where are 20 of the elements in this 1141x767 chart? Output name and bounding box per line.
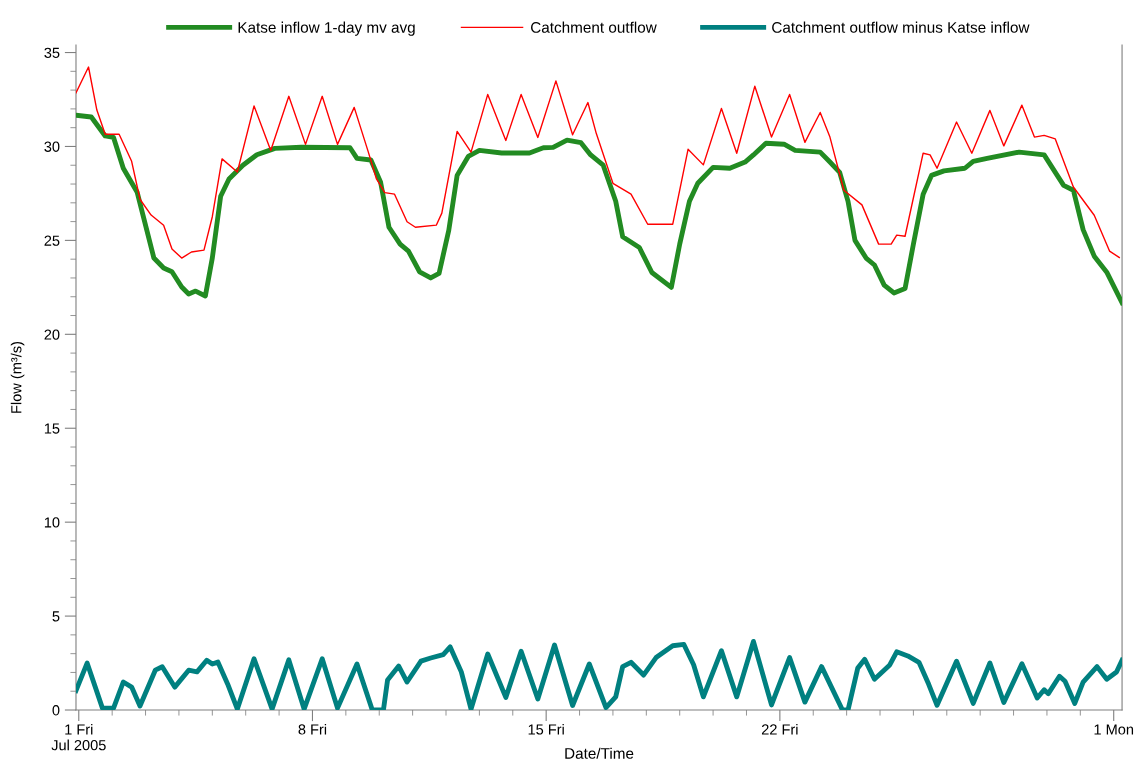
y-tick-label: 10: [44, 517, 60, 528]
x-axis-title: Date/Time: [565, 747, 634, 759]
legend-label: Katse inflow 1-day mv avg: [238, 21, 415, 36]
y-tick-label: 5: [52, 611, 60, 622]
x-tick-label: 15 Fri: [528, 723, 564, 735]
x-tick-label: 1 Mon: [1094, 724, 1134, 735]
y-tick-label: 15: [44, 423, 60, 434]
legend-label: Catchment outflow: [531, 21, 657, 33]
x-tick-label: 22 Fri: [761, 723, 798, 735]
x-tick-label: 8 Fri: [298, 723, 327, 735]
legend-label: Catchment outflow minus Katse inflow: [772, 21, 1030, 33]
line-series: [75, 66, 1120, 259]
line-series: [75, 112, 1123, 306]
y-tick-label: 35: [44, 47, 60, 58]
y-tick-label: 25: [44, 235, 60, 246]
y-tick-label: 20: [44, 329, 60, 340]
y-axis-title: Flow (m³/s): [10, 341, 25, 413]
y-tick-label: 0: [52, 705, 60, 716]
y-tick-label: 30: [44, 141, 60, 152]
x-tick-label: 1 Fri Jul 2005: [51, 723, 106, 751]
